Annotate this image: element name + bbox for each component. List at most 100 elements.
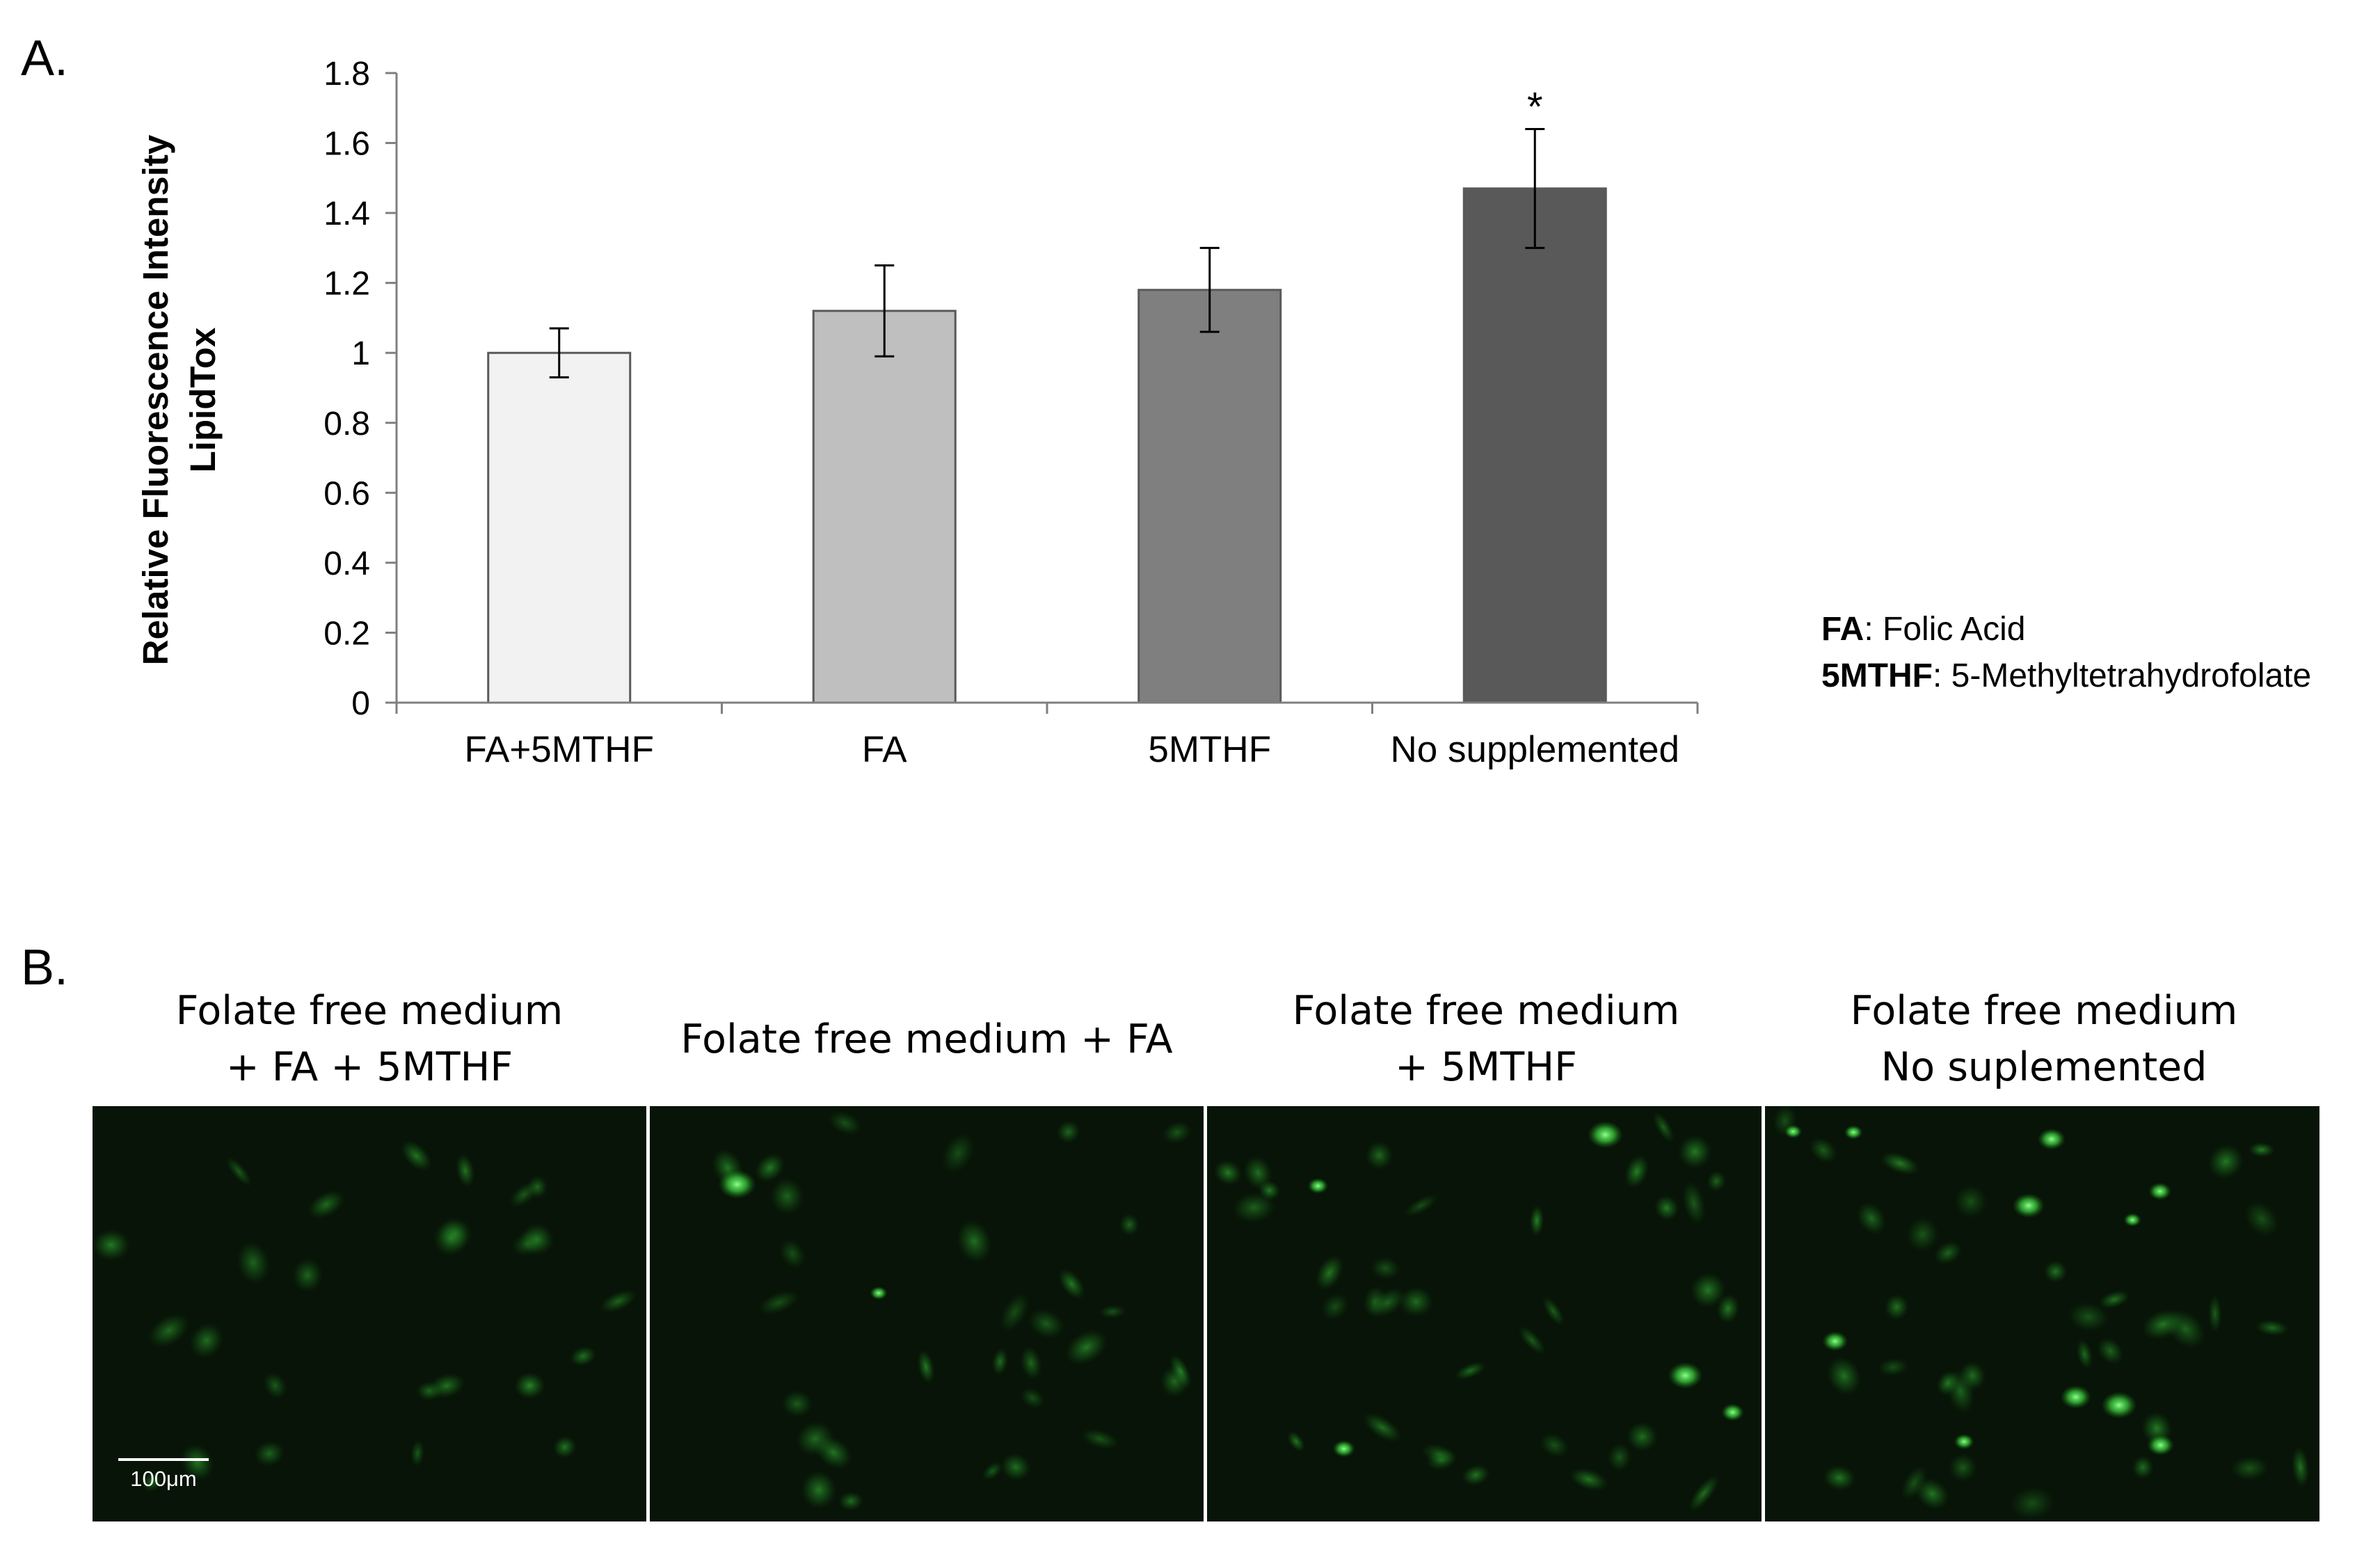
cell <box>1403 1193 1439 1217</box>
bright-lipid-droplet <box>1954 1434 1974 1450</box>
micrograph-4 <box>1765 1106 2319 1521</box>
category-label-3: 5MTHF <box>1148 729 1271 770</box>
cell <box>2207 1143 2244 1180</box>
cell <box>1000 1453 1032 1482</box>
cell <box>1231 1192 1277 1224</box>
cell <box>1906 1216 1940 1253</box>
cell <box>1398 1286 1434 1318</box>
cell <box>1880 1151 1920 1176</box>
cell <box>1654 1195 1679 1222</box>
category-label-2: FA <box>862 729 907 770</box>
y-axis-title-line1: Relative Fluorescence Intensity <box>136 134 175 665</box>
cell <box>1688 1474 1720 1512</box>
cell <box>1953 1184 1988 1219</box>
cell <box>2291 1446 2310 1489</box>
bright-lipid-droplet <box>2060 1385 2091 1409</box>
cell <box>1213 1159 1243 1186</box>
scale-bar-label: 100μm <box>130 1467 196 1491</box>
cell <box>455 1153 475 1188</box>
cell <box>2098 1290 2131 1309</box>
cell-cluster <box>711 1110 1192 1511</box>
y-tick-label: 0.6 <box>324 475 370 512</box>
cell <box>1915 1478 1950 1510</box>
cell <box>1900 1464 1928 1501</box>
bright-lipid-droplet <box>870 1286 888 1300</box>
cell <box>1607 1442 1632 1472</box>
cell <box>1682 1180 1707 1226</box>
significance-layer: * <box>1527 84 1543 129</box>
cell <box>180 1443 215 1481</box>
cell <box>307 1190 346 1220</box>
bright-lipid-droplet <box>1307 1178 1329 1194</box>
bright-lipid-droplet <box>2123 1213 2141 1227</box>
cell <box>1064 1329 1108 1366</box>
cell <box>2141 1309 2185 1341</box>
cell <box>400 1140 433 1172</box>
bright-lipid-droplet <box>2012 1193 2045 1218</box>
cell <box>1716 1293 1740 1324</box>
bright-lipid-droplet <box>1668 1361 1703 1389</box>
cell <box>1884 1293 1910 1320</box>
cell <box>438 1216 473 1250</box>
y-tick-label: 1.6 <box>324 126 370 163</box>
micrograph-2 <box>650 1106 1204 1521</box>
y-tick-label: 1.2 <box>324 266 370 303</box>
cell <box>2131 1455 2155 1480</box>
cell <box>1057 1268 1085 1300</box>
cell <box>1370 1256 1401 1280</box>
bar-4 <box>1462 187 1607 704</box>
cell <box>838 1491 864 1511</box>
micrograph-3 <box>1207 1106 1762 1521</box>
cell <box>2254 1319 2290 1336</box>
cell <box>1019 1345 1043 1381</box>
bright-lipid-droplet <box>718 1169 756 1199</box>
bright-lipid-droplet <box>1332 1440 1355 1457</box>
bright-lipid-droplet <box>2037 1128 2066 1150</box>
category-label-1: FA+5MTHF <box>465 729 654 770</box>
y-tick-label: 0 <box>351 685 370 722</box>
bright-lipid-droplet <box>1844 1125 1863 1140</box>
cell <box>1626 1421 1659 1453</box>
cell <box>941 1132 975 1174</box>
bright-lipid-droplet <box>1784 1124 1803 1139</box>
cell <box>982 1461 1003 1481</box>
caption-3-line-2: + 5MTHF <box>1395 1044 1577 1090</box>
cell <box>815 1435 853 1470</box>
y-tick-label: 1.8 <box>324 56 370 93</box>
cell <box>1019 1387 1046 1409</box>
bright-lipid-droplet <box>2147 1435 2174 1456</box>
cell <box>236 1240 271 1286</box>
cell <box>1080 1428 1120 1450</box>
cell <box>2043 1260 2068 1284</box>
cell <box>1624 1154 1650 1189</box>
bar-3 <box>1137 289 1282 704</box>
cell <box>1933 1240 1963 1265</box>
cell <box>1948 1453 1978 1483</box>
cell <box>2244 1200 2280 1238</box>
bar-1 <box>487 351 632 704</box>
category-labels-layer: FA+5MTHF FA 5MTHF No supplemented <box>465 729 1679 770</box>
bars-layer <box>487 187 1607 704</box>
cell <box>1539 1432 1570 1458</box>
cell <box>1320 1292 1350 1321</box>
cell <box>1517 1325 1547 1355</box>
cell <box>2248 1142 2276 1158</box>
caption-1-line-1: Folate free medium <box>176 988 564 1034</box>
cell <box>428 1373 466 1399</box>
category-label-4: No supplemented <box>1391 729 1679 770</box>
cell <box>1169 1353 1192 1389</box>
cell-cluster <box>1772 1106 2310 1521</box>
micrograph-1 <box>93 1106 646 1521</box>
cell <box>769 1177 805 1215</box>
cell <box>2207 1294 2222 1334</box>
cell <box>552 1435 577 1459</box>
legend-desc-5mthf: : 5-Methyltetrahydrofolate <box>1933 657 2311 694</box>
cell <box>2066 1302 2110 1332</box>
micrograph-row: 100μm <box>93 1106 2319 1521</box>
cell <box>511 1231 543 1257</box>
bright-lipid-droplet <box>2101 1391 2137 1419</box>
cell <box>1856 1201 1887 1236</box>
cell <box>410 1439 425 1468</box>
cell <box>93 1229 131 1261</box>
cell <box>778 1238 806 1270</box>
